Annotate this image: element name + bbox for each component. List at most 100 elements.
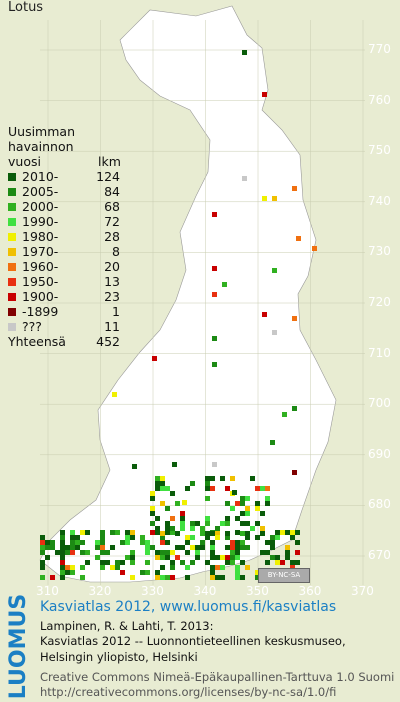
observation-square <box>155 555 160 560</box>
observation-square <box>70 570 75 575</box>
legend-label: 1950- <box>22 274 59 289</box>
observation-square <box>140 535 145 540</box>
observation-square <box>40 560 45 565</box>
observation-square <box>132 464 137 469</box>
observation-square <box>170 491 175 496</box>
observation-square <box>60 565 65 570</box>
license-link[interactable]: http://creativecommons.org/licenses/by-n… <box>40 685 337 699</box>
observation-square <box>60 550 65 555</box>
observation-square <box>282 412 287 417</box>
observation-square <box>45 555 50 560</box>
legend-label: 1960- <box>22 259 59 274</box>
observation-square <box>275 535 280 540</box>
observation-square <box>165 575 170 580</box>
observation-square <box>165 555 170 560</box>
observation-square <box>195 550 200 555</box>
x-tick-label: 340 <box>193 584 217 598</box>
observation-square <box>75 540 80 545</box>
observation-square <box>75 535 80 540</box>
legend-count: 84 <box>104 184 120 199</box>
legend-swatch <box>8 277 16 286</box>
observation-square <box>70 550 75 555</box>
observation-square <box>240 521 245 526</box>
observation-square <box>115 565 120 570</box>
observation-square <box>245 511 250 516</box>
observation-square <box>255 535 260 540</box>
observation-square <box>175 555 180 560</box>
observation-square <box>245 535 250 540</box>
observation-square <box>225 486 230 491</box>
legend-count: 68 <box>104 199 120 214</box>
observation-square <box>190 535 195 540</box>
observation-square <box>160 555 165 560</box>
luomus-logo-text: LUOMUS <box>6 593 32 700</box>
observation-square <box>175 545 180 550</box>
observation-square <box>235 530 240 535</box>
observation-square <box>242 176 247 181</box>
observation-square <box>220 565 225 570</box>
observation-square <box>160 550 165 555</box>
legend-row: 2010- 124 <box>8 169 121 184</box>
observation-square <box>225 521 230 526</box>
observation-square <box>112 392 117 397</box>
observation-square <box>120 570 125 575</box>
y-tick-label: 720 <box>368 295 391 309</box>
observation-square <box>180 526 185 531</box>
observation-square <box>205 496 210 501</box>
observation-square <box>255 575 260 580</box>
observation-square <box>235 570 240 575</box>
observation-square <box>120 540 125 545</box>
observation-square <box>125 540 130 545</box>
observation-square <box>195 545 200 550</box>
legend-count: 1 <box>112 304 120 319</box>
observation-square <box>262 92 267 97</box>
legend-header-line-3: vuosi <box>8 154 41 169</box>
observation-square <box>185 535 190 540</box>
observation-square <box>190 481 195 486</box>
legend-row: 1970- 8 <box>8 244 121 259</box>
observation-square <box>160 575 165 580</box>
observation-square <box>190 545 195 550</box>
observation-square <box>185 486 190 491</box>
observation-square <box>150 545 155 550</box>
y-tick-label: 670 <box>368 548 391 562</box>
observation-square <box>265 560 270 565</box>
observation-square <box>65 565 70 570</box>
observation-square <box>190 560 195 565</box>
legend-label: -1899 <box>22 304 59 319</box>
observation-square <box>210 545 215 550</box>
legend-total-row: Yhteensä 452 <box>8 334 121 349</box>
legend-swatch <box>8 217 16 226</box>
legend-swatch <box>8 262 16 271</box>
observation-square <box>75 545 80 550</box>
observation-square <box>295 530 300 535</box>
observation-square <box>250 476 255 481</box>
distribution-map: Lotus Uusimman havainnon vuosi lkm 2010-… <box>8 0 391 598</box>
observation-square <box>160 481 165 486</box>
luomus-logo: LUOMUS <box>2 594 32 699</box>
legend-count: 72 <box>104 214 120 229</box>
observation-square <box>145 545 150 550</box>
observation-square <box>235 540 240 545</box>
observation-square <box>170 530 175 535</box>
observation-square <box>240 540 245 545</box>
legend-row: ??? 11 <box>8 319 121 334</box>
observation-square <box>262 196 267 201</box>
legend-row: 1990- 72 <box>8 214 121 229</box>
observation-square <box>160 486 165 491</box>
observation-square <box>80 550 85 555</box>
observation-square <box>215 555 220 560</box>
atlas-link[interactable]: Kasviatlas 2012, www.luomus.fi/kasviatla… <box>40 599 337 615</box>
observation-square <box>95 555 100 560</box>
y-tick-label: 700 <box>368 396 391 411</box>
observation-square <box>70 565 75 570</box>
legend-label: 1900- <box>22 289 59 304</box>
observation-square <box>230 550 235 555</box>
cc-license-badge[interactable]: BY-NC-SA <box>258 568 310 583</box>
observation-square <box>210 565 215 570</box>
observation-square <box>152 356 157 361</box>
observation-square <box>212 266 217 271</box>
y-tick-label: 770 <box>368 42 391 56</box>
observation-square <box>245 521 250 526</box>
observation-square <box>145 540 150 545</box>
